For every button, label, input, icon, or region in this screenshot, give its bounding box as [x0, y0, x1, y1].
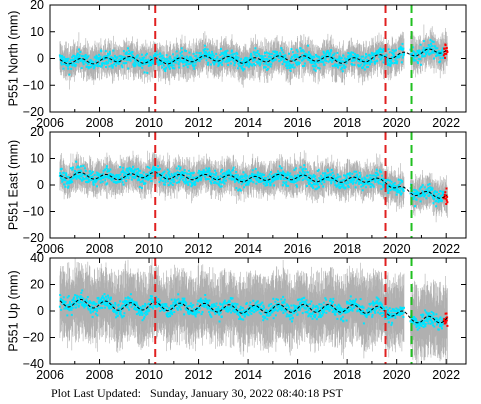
x-tick-label: 2022	[432, 116, 460, 130]
x-tick-label: 2014	[234, 368, 262, 382]
footer-timestamp: Sunday, January 30, 2022 08:40:18 PST	[150, 386, 343, 400]
plot-area	[58, 132, 449, 238]
y-tick-label: −40	[23, 357, 44, 371]
x-tick-label: 2016	[284, 368, 312, 382]
panel-1: 2006 2008 2010 2012 2014 2016 2018 2020 20222010…	[6, 0, 467, 130]
y-tick-label: 20	[30, 278, 44, 292]
y-tick-label: 0	[37, 52, 44, 66]
x-tick-label: 2012	[185, 116, 213, 130]
plot-updated-footer: Plot Last Updated: Sunday, January 30, 2…	[51, 386, 343, 401]
model-line	[59, 298, 448, 324]
x-tick-label: 2010	[135, 242, 163, 256]
footer-label: Plot Last Updated:	[51, 386, 141, 400]
y-tick-label: 40	[30, 251, 44, 265]
panel-3: 2006 2008 2010 2012 2014 2016 2018 2020 2022 40 20…	[6, 251, 467, 382]
x-tick-label: 2014	[234, 116, 262, 130]
x-tick-label: 2008	[86, 368, 114, 382]
x-tick-label: 2012	[185, 242, 213, 256]
recent-points	[442, 187, 449, 205]
x-tick-label: 2022	[432, 242, 460, 256]
panel-2: 2006 2008 2010 2012 2014 2016 2018 2020 20222010…	[6, 125, 467, 256]
data-points	[58, 38, 445, 76]
x-tick-label: 2020	[383, 368, 411, 382]
x-tick-label: 2020	[383, 242, 411, 256]
y-tick-label: −10	[23, 78, 44, 92]
y-tick-label: 10	[30, 25, 44, 39]
y-tick-label: 0	[37, 304, 44, 318]
recent-points	[442, 312, 449, 327]
y-tick-label: 10	[30, 152, 44, 166]
y-tick-label: 0	[37, 178, 44, 192]
y-tick-label: −20	[23, 231, 44, 245]
x-tick-label: 2018	[333, 116, 361, 130]
x-tick-label: 2012	[185, 368, 213, 382]
y-axis-label: P551 Up (mm)	[6, 270, 20, 351]
y-tick-label: 20	[30, 125, 44, 139]
y-tick-label: −20	[23, 331, 44, 345]
x-tick-label: 2006	[36, 242, 64, 256]
x-tick-label: 2008	[86, 116, 114, 130]
x-tick-label: 2022	[432, 368, 460, 382]
model-line	[59, 48, 448, 65]
x-tick-label: 2010	[135, 368, 163, 382]
x-tick-label: 2006	[36, 116, 64, 130]
x-tick-label: 2020	[383, 116, 411, 130]
x-tick-label: 2010	[135, 116, 163, 130]
y-axis-label: P551 East (mm)	[6, 140, 20, 230]
y-tick-label: 20	[30, 0, 44, 12]
x-tick-label: 2014	[234, 242, 262, 256]
x-tick-label: 2006	[36, 368, 64, 382]
x-tick-label: 2016	[284, 242, 312, 256]
x-tick-label: 2018	[333, 368, 361, 382]
y-axis-label: P551 North (mm)	[6, 11, 20, 107]
plot-area	[58, 5, 449, 112]
y-tick-label: −20	[23, 105, 44, 119]
x-tick-label: 2018	[333, 242, 361, 256]
x-tick-label: 2016	[284, 116, 312, 130]
y-tick-label: −10	[23, 205, 44, 219]
recent-points	[442, 43, 449, 59]
plot-area	[58, 258, 449, 364]
model-line	[59, 171, 448, 199]
x-tick-label: 2008	[86, 242, 114, 256]
